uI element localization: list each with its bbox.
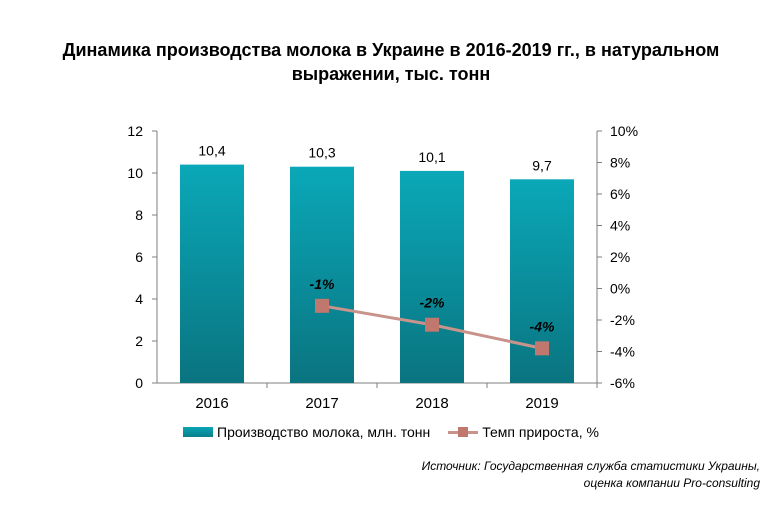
right-tick-label: 10% <box>610 123 638 139</box>
growth-marker-2017 <box>315 298 329 313</box>
right-tick-label: 2% <box>610 249 630 265</box>
legend-item-growth: Темп прироста, % <box>448 424 599 440</box>
left-tick-label: 0 <box>135 375 143 391</box>
left-tick-label: 12 <box>127 123 143 139</box>
right-tick-label: 8% <box>610 155 630 171</box>
legend-line-swatch <box>448 427 479 437</box>
x-tick-label: 2019 <box>525 395 558 412</box>
x-tick-label: 2016 <box>195 395 228 412</box>
source-line-1: Источник: Государственная служба статист… <box>421 459 760 473</box>
growth-value-label: -2% <box>420 295 445 311</box>
bar-2016 <box>180 164 244 383</box>
right-tick-label: 0% <box>610 281 630 297</box>
growth-marker-2019 <box>535 341 549 356</box>
left-tick-label: 10 <box>127 165 143 181</box>
bar-value-label: 10,4 <box>198 143 225 159</box>
chart-plot: 0 2 4 6 8 10 12 -6% -4% -2% 0% 2% 4% 6% 8% 10% 2016 2017 2… <box>127 123 638 412</box>
legend-item-production: Производство молока, млн. тонн <box>183 424 430 440</box>
bar-value-label: 9,7 <box>532 157 552 173</box>
right-tick-label: -4% <box>610 344 635 360</box>
growth-value-label: -4% <box>530 318 555 334</box>
legend-bar-swatch <box>183 427 214 437</box>
legend-label-growth: Темп прироста, % <box>482 424 599 440</box>
source-note: Источник: Государственная служба статист… <box>422 458 760 492</box>
x-tick-label: 2017 <box>305 395 338 412</box>
right-tick-label: -6% <box>610 375 635 391</box>
left-tick-label: 4 <box>135 291 143 307</box>
chart-title: Динамика производства молока в Украине в… <box>0 38 782 86</box>
bar-value-label: 10,1 <box>418 149 445 165</box>
right-tick-label: 6% <box>610 186 630 202</box>
right-tick-label: 4% <box>610 218 630 234</box>
source-line-2: оценка компании Pro-consulting <box>583 476 760 490</box>
bars <box>180 164 574 383</box>
right-tick-label: -2% <box>610 312 635 328</box>
data-labels: 10,4 10,3 10,1 9,7 -1% -2% -4% <box>198 143 555 335</box>
growth-line <box>315 298 549 356</box>
bar-2017 <box>290 166 354 383</box>
left-tick-label: 6 <box>135 249 143 265</box>
chart-title-line-2: выражении, тыс. тонн <box>291 64 491 84</box>
legend-label-production: Производство молока, млн. тонн <box>217 424 431 440</box>
chart-title-line-1: Динамика производства молока в Украине в… <box>62 40 720 60</box>
axes: 0 2 4 6 8 10 12 -6% -4% -2% 0% 2% 4% 6% 8% 10% 2016 2017 2… <box>127 123 638 412</box>
left-tick-label: 2 <box>135 333 143 349</box>
left-tick-label: 8 <box>135 207 143 223</box>
growth-marker-2018 <box>425 317 439 332</box>
bar-value-label: 10,3 <box>308 145 335 161</box>
growth-value-label: -1% <box>310 276 335 292</box>
x-tick-label: 2018 <box>415 395 448 412</box>
legend: Производство молока, млн. тонн Темп прир… <box>0 424 782 440</box>
bar-2018 <box>400 170 464 383</box>
